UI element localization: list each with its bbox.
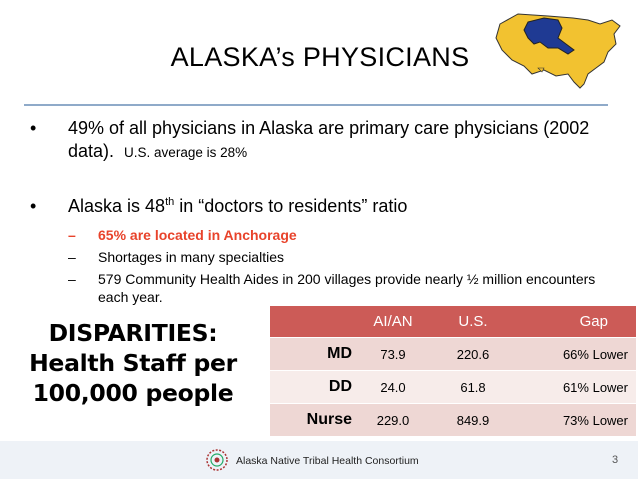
table-header-row: AI/AN U.S. Gap [270, 306, 636, 338]
row-label: DD [270, 370, 358, 404]
bullet-main-text: 49% of all physicians in Alaska are prim… [68, 118, 590, 161]
cell-aian: 73.9 [358, 337, 428, 371]
cell-us: 849.9 [428, 403, 518, 436]
bullet-dot-icon: • [30, 196, 37, 216]
dash-icon: – [68, 249, 76, 265]
row-label: Nurse [270, 403, 358, 436]
disparities-line3: 100,000 people [32, 379, 234, 407]
cell-us: 61.8 [428, 370, 518, 404]
row-label: MD [270, 337, 358, 371]
bullet-ratio-sup: th [165, 196, 175, 208]
page-number: 3 [612, 454, 619, 466]
cell-gap: 66% Lower [518, 337, 636, 371]
table-header-cell: AI/AN [358, 306, 428, 338]
bullet-small-text: U.S. average is 28% [124, 145, 248, 160]
subbullet-text: 65% are located in Anchorage [98, 227, 297, 243]
slide-title: ALASKA’s PHYSICIANS [170, 42, 470, 72]
disparities-callout: DISPARITIES: Health Staff per 100,000 pe… [0, 318, 266, 408]
dash-icon: – [68, 227, 76, 243]
table-header-cell [270, 306, 358, 338]
bullet-ratio-post: in “doctors to residents” ratio [174, 196, 408, 216]
cell-aian: 24.0 [358, 370, 428, 404]
health-staff-table: AI/AN U.S. Gap MD 73.9 220.6 66% Lower D… [270, 306, 636, 436]
table-row: MD 73.9 220.6 66% Lower [270, 337, 636, 371]
cell-gap: 61% Lower [518, 370, 636, 404]
table-row: Nurse 229.0 849.9 73% Lower [270, 403, 636, 436]
disparities-line2: Health Staff per [29, 349, 237, 377]
slide-footer: Alaska Native Tribal Health Consortium 3 [0, 441, 638, 479]
dash-icon: – [68, 271, 76, 287]
footer-org-name: Alaska Native Tribal Health Consortium [236, 455, 419, 467]
table-header-cell: Gap [518, 306, 636, 338]
cell-aian: 229.0 [358, 403, 428, 436]
subbullet-text: Shortages in many specialties [98, 249, 284, 265]
cell-gap: 73% Lower [518, 403, 636, 436]
subbullet-text: 579 Community Health Aides in 200 villag… [98, 271, 596, 305]
title-divider [24, 104, 608, 106]
table-row: DD 24.0 61.8 61% Lower [270, 370, 636, 404]
bullet-text: Alaska is 48th in “doctors to residents”… [68, 195, 628, 218]
cell-us: 220.6 [428, 337, 518, 371]
table-header-cell: U.S. [428, 306, 518, 338]
antchc-logo-icon [206, 449, 228, 471]
bullet-text: 49% of all physicians in Alaska are prim… [68, 117, 628, 164]
bullet-dot-icon: • [30, 118, 37, 138]
us-map-alaska-highlight-icon [495, 13, 621, 89]
disparities-line1: DISPARITIES: [48, 319, 218, 347]
bullet-ratio-pre: Alaska is 48 [68, 196, 166, 216]
